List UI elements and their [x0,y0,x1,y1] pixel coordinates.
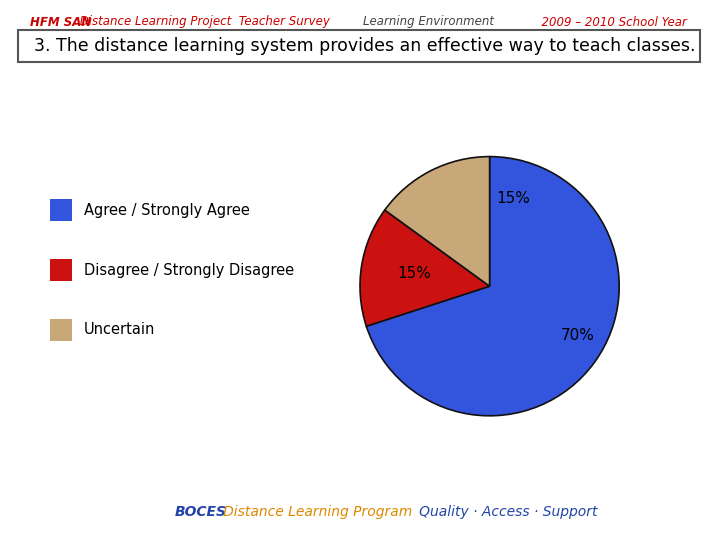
Text: Agree / Strongly Agree: Agree / Strongly Agree [84,202,250,218]
Text: 3. The distance learning system provides an effective way to teach classes.: 3. The distance learning system provides… [34,37,696,55]
Text: 15%: 15% [397,266,431,281]
Wedge shape [366,157,619,416]
Text: HFM SAN: HFM SAN [30,16,91,29]
Text: 15%: 15% [496,191,530,206]
Text: 70%: 70% [561,328,595,343]
FancyBboxPatch shape [50,259,72,281]
FancyBboxPatch shape [18,30,700,62]
Text: BOCES: BOCES [175,505,227,519]
FancyBboxPatch shape [50,319,72,341]
Text: Distance Learning Program: Distance Learning Program [210,505,413,519]
Text: Quality · Access · Support: Quality · Access · Support [406,505,598,519]
Text: 2009 – 2010 School Year: 2009 – 2010 School Year [505,16,688,29]
FancyBboxPatch shape [50,199,72,221]
Wedge shape [360,210,490,326]
Text: Uncertain: Uncertain [84,322,156,338]
Text: Distance Learning Project  Teacher Survey: Distance Learning Project Teacher Survey [76,16,329,29]
Text: Disagree / Strongly Disagree: Disagree / Strongly Disagree [84,262,294,278]
Wedge shape [384,157,490,286]
Text: Learning Environment: Learning Environment [348,16,495,29]
